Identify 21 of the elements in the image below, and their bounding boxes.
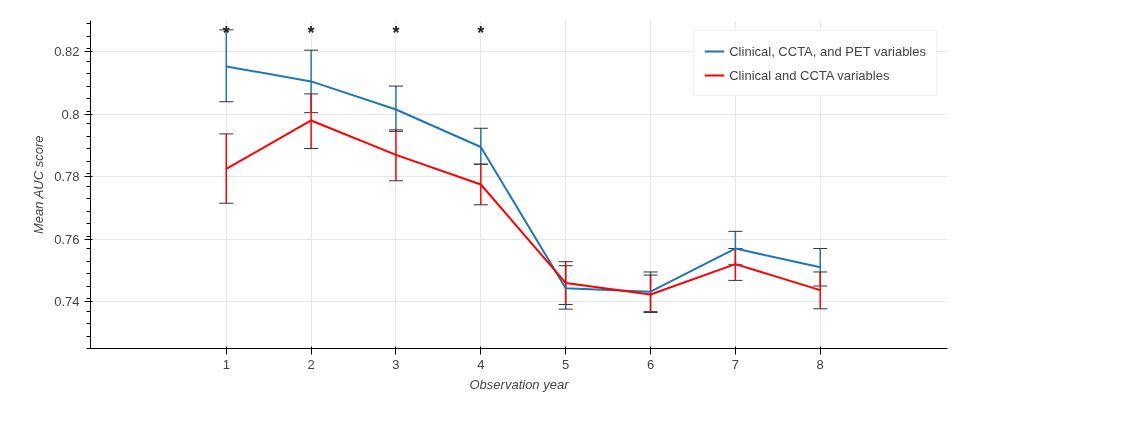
annotation: * [477,22,485,43]
legend-label: Clinical, CCTA, and PET variables [729,43,926,59]
x-tick-label: 5 [562,356,570,372]
x-tick-label: 7 [731,356,739,372]
annotation: * [222,22,230,43]
y-tick-label: 0.74 [54,294,80,310]
annotation: * [307,22,315,43]
y-tick-label: 0.82 [54,44,80,60]
x-axis-title: Observation year [469,376,570,392]
y-axis-title: Mean AUC score [31,135,47,234]
x-tick-label: 2 [307,356,315,372]
y-tick-label: 0.76 [54,231,80,247]
y-tick-label: 0.8 [61,106,80,122]
x-tick-label: 3 [392,356,400,372]
y-tick-label: 0.78 [54,169,80,185]
x-tick-label: 6 [646,356,655,372]
legend-label: Clinical and CCTA variables [729,67,890,83]
x-tick-label: 4 [477,356,485,372]
x-tick-label: 1 [222,356,230,372]
annotation: * [392,22,400,43]
x-tick-label: 8 [816,356,824,372]
